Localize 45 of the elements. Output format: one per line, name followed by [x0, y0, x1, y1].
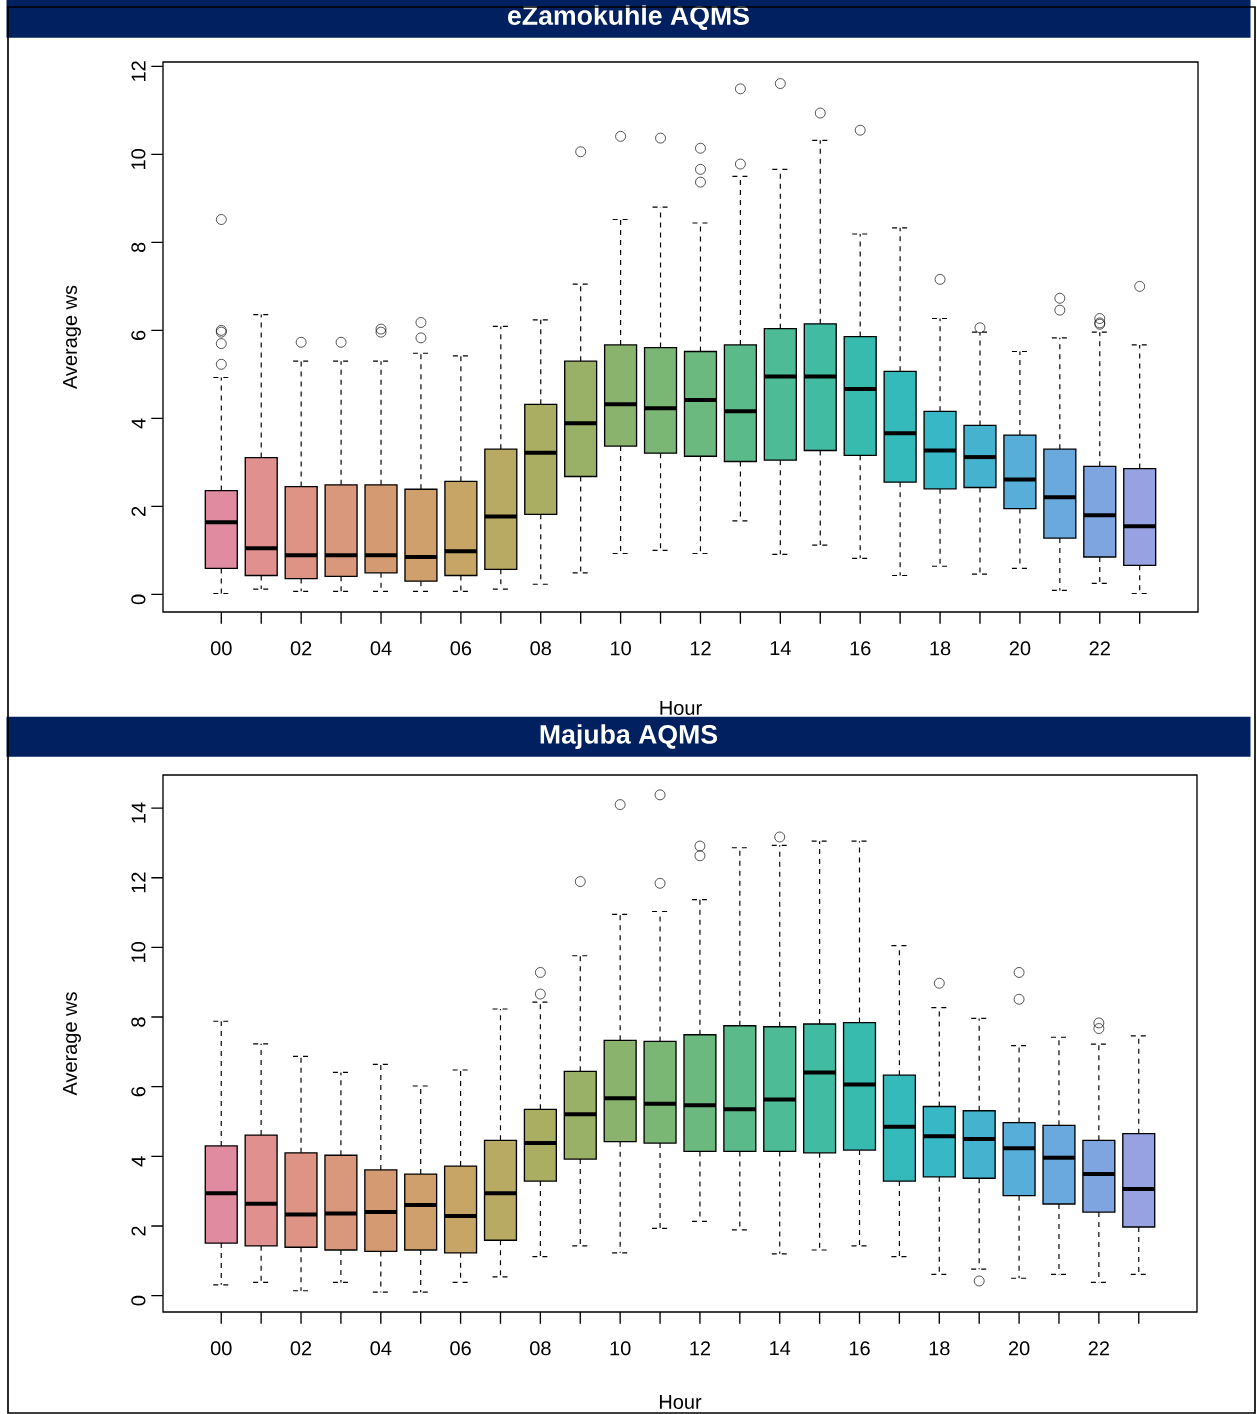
- x-tick-label: 20: [1008, 1341, 1030, 1356]
- x-tick-label: 04: [370, 641, 392, 656]
- x-tick-label: 20: [1009, 641, 1031, 656]
- x-tick-label: 22: [1088, 1341, 1109, 1356]
- x-tick-label: 00: [210, 1341, 232, 1356]
- x-tick-label: 02: [290, 1341, 312, 1356]
- x-tick-label: 22: [1089, 641, 1110, 656]
- chart-title: Majuba AQMS: [540, 724, 718, 750]
- y-tick-label: 0: [131, 594, 146, 605]
- x-tick-label: 08: [530, 641, 551, 656]
- y-tick-label: 2: [131, 506, 146, 516]
- x-tick-label: 04: [370, 1341, 392, 1356]
- x-tick-label: 14: [770, 1341, 791, 1355]
- x-axis-title: Hour: [660, 701, 702, 715]
- x-tick-label: 18: [929, 1341, 950, 1356]
- x-tick-label: 06: [450, 1341, 471, 1356]
- x-tick-label: 16: [849, 1341, 870, 1356]
- x-tick-label: 12: [690, 641, 711, 656]
- x-tick-label: 16: [850, 641, 871, 656]
- x-tick-label: 10: [611, 641, 631, 656]
- chart-title: eZamokuhle AQMS: [508, 5, 749, 30]
- y-tick-label: 14: [131, 802, 146, 823]
- y-axis-title: Average ws: [63, 992, 81, 1096]
- x-tick-label: 10: [610, 1341, 631, 1356]
- y-tick-label: 12: [131, 872, 146, 893]
- y-tick-label: 4: [131, 418, 146, 429]
- x-tick-label: 14: [770, 641, 791, 655]
- y-tick-label: 10: [131, 149, 146, 169]
- y-tick-label: 12: [131, 61, 146, 81]
- x-axis-title: Hour: [659, 1395, 702, 1409]
- y-tick-label: 2: [131, 1226, 146, 1236]
- x-tick-label: 08: [530, 1341, 551, 1356]
- x-tick-label: 02: [290, 641, 312, 656]
- y-tick-label: 6: [131, 330, 146, 340]
- y-tick-label: 0: [131, 1295, 146, 1306]
- x-tick-label: 12: [690, 1341, 711, 1356]
- y-tick-label: 8: [131, 242, 146, 253]
- y-tick-label: 8: [131, 1017, 146, 1027]
- x-tick-label: 00: [210, 641, 232, 656]
- y-tick-label: 6: [131, 1086, 146, 1097]
- y-tick-label: 4: [131, 1156, 146, 1167]
- x-tick-label: 06: [450, 641, 472, 656]
- x-tick-label: 18: [930, 641, 951, 656]
- y-axis-title: Average ws: [63, 285, 81, 390]
- y-tick-label: 10: [131, 942, 146, 962]
